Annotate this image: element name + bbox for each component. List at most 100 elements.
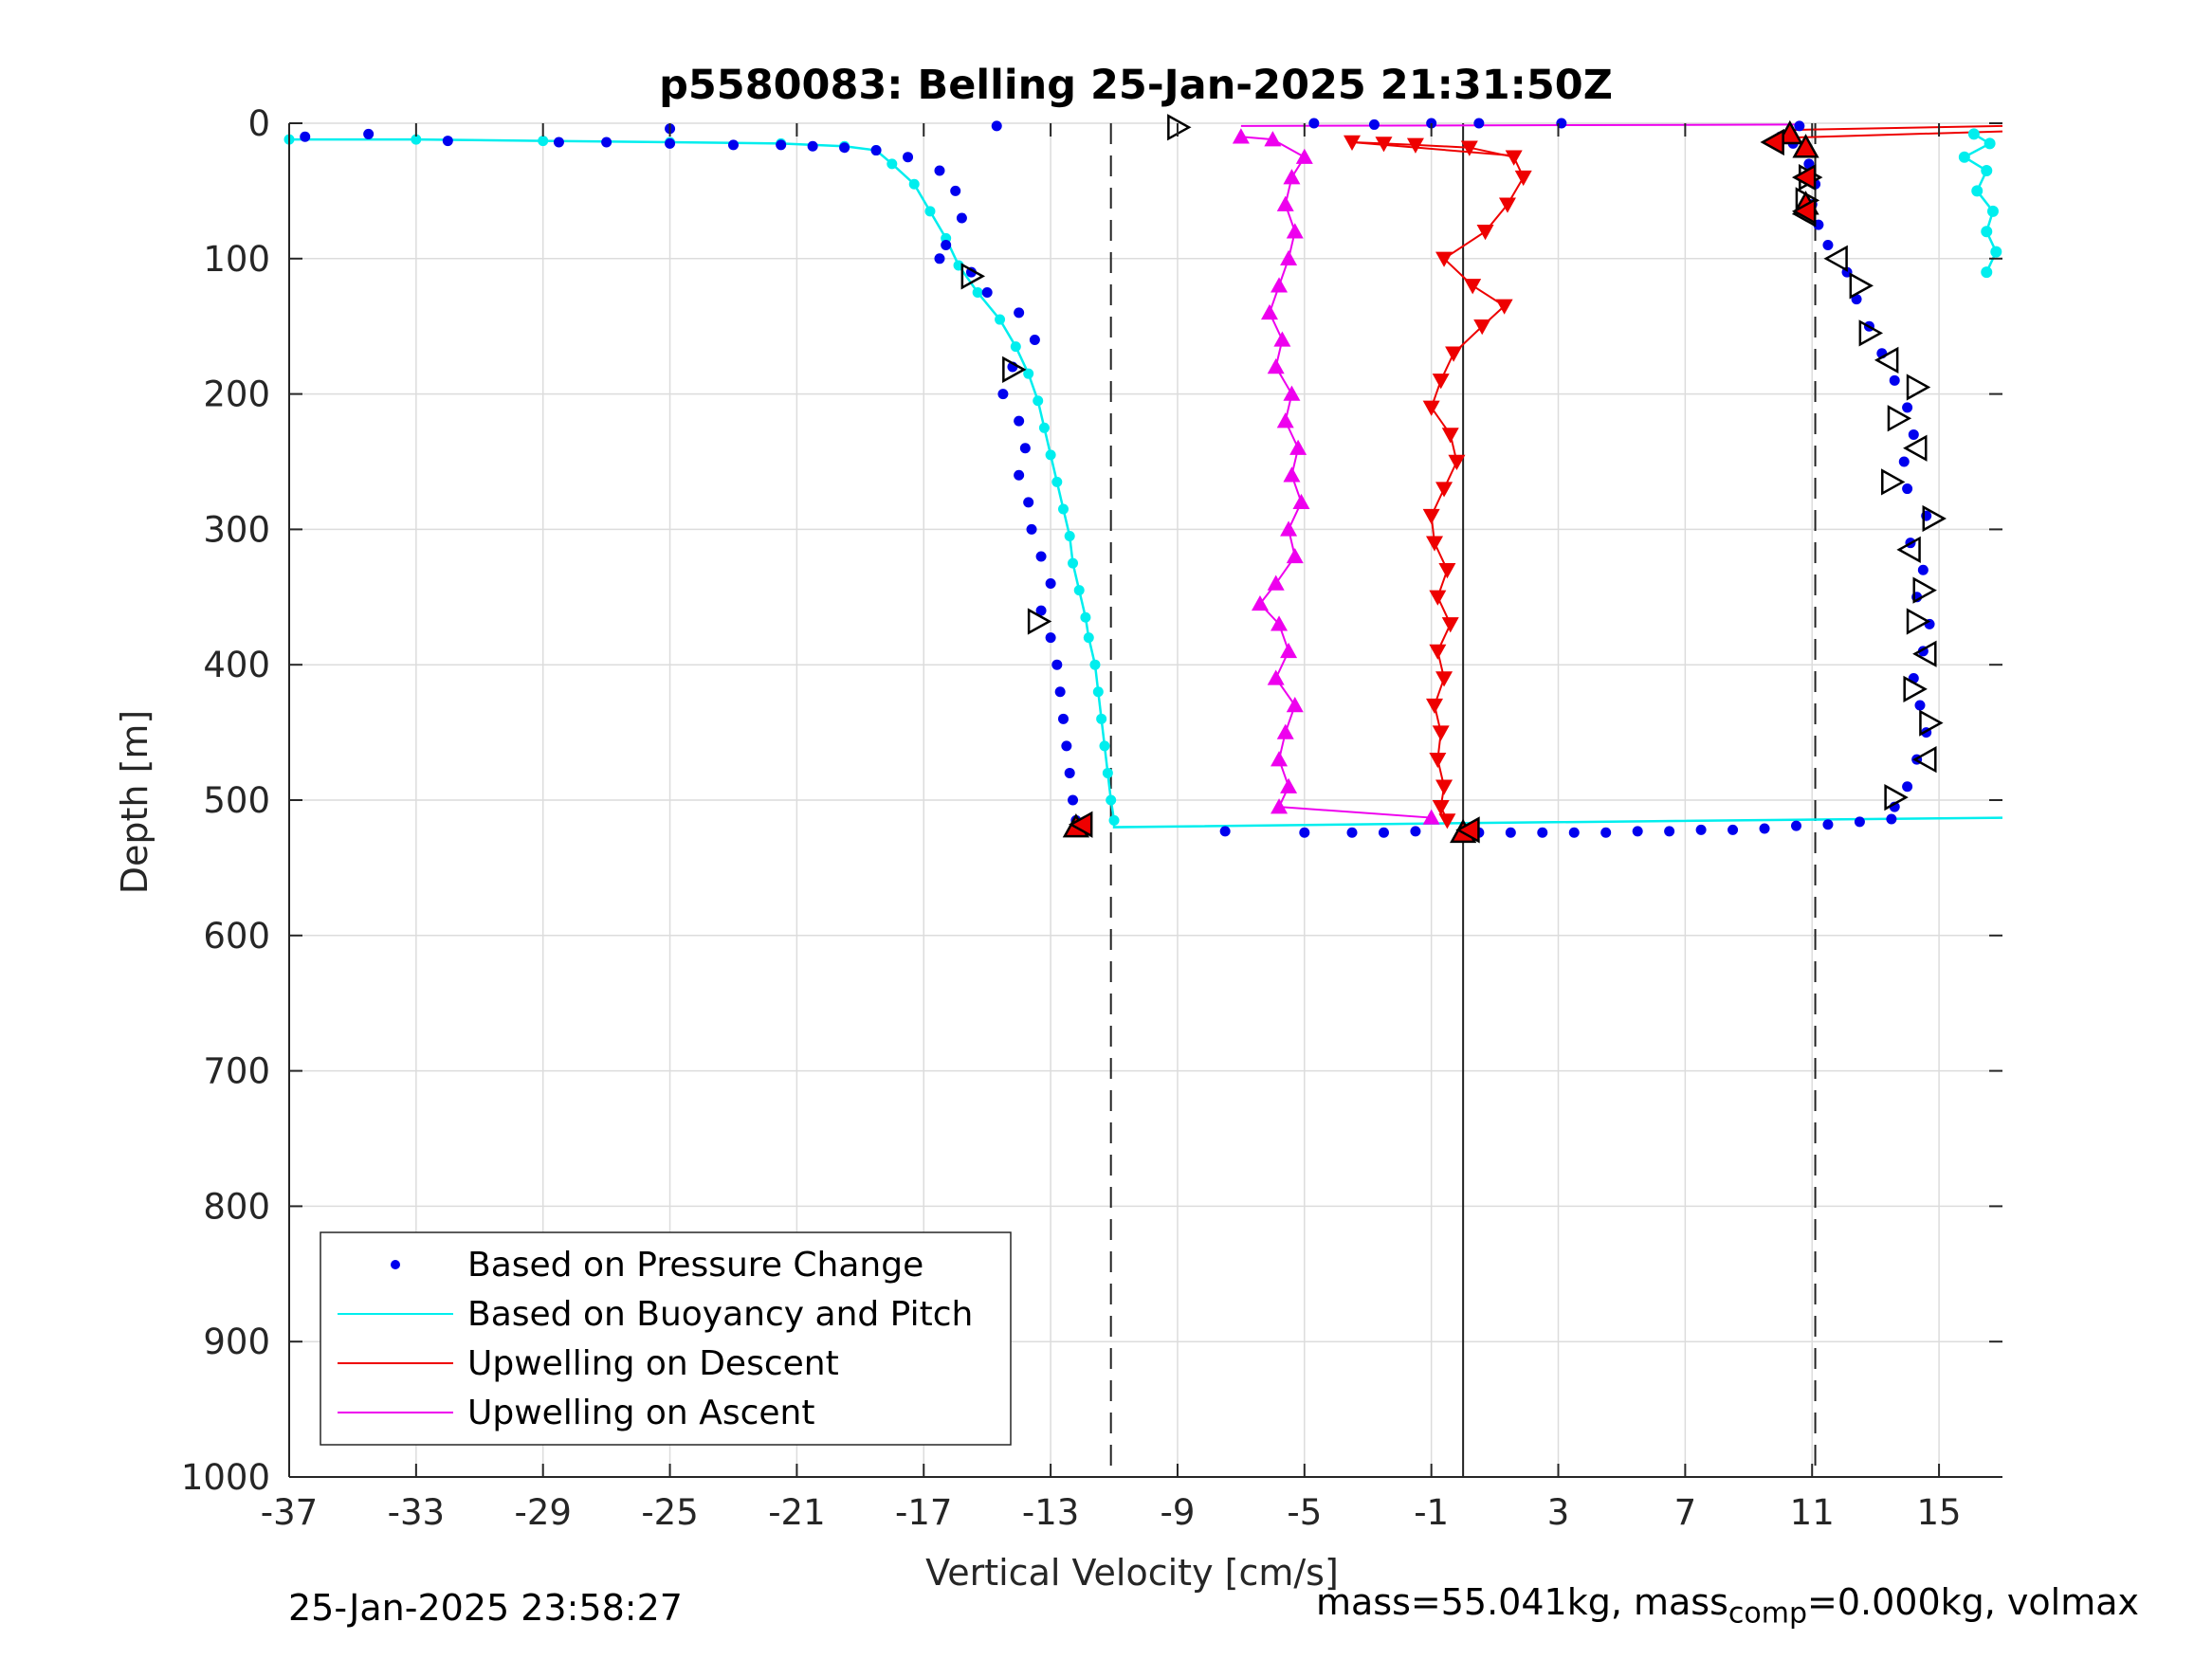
buoyancy-point <box>1102 767 1113 778</box>
y-tick-label: 100 <box>203 239 270 280</box>
upwelling-ascent-point <box>1283 466 1301 483</box>
pressure-point <box>1051 659 1063 670</box>
upwelling-descent-point <box>1464 279 1482 295</box>
upwelling-descent-point <box>1514 170 1532 187</box>
pressure-point <box>1014 469 1025 481</box>
pressure-point <box>1917 564 1929 575</box>
pressure-point <box>1889 374 1900 386</box>
pressure-point <box>1026 523 1037 535</box>
pressure-point <box>807 140 818 152</box>
upwelling-descent-point <box>1429 590 1447 606</box>
buoyancy-point <box>1068 557 1079 569</box>
open-triangle-marker <box>1919 709 1944 737</box>
turn-triangle-marker <box>1792 134 1819 158</box>
pressure-point <box>1902 483 1913 495</box>
upwelling-descent-point <box>1344 135 1362 151</box>
legend: Based on Pressure Change Based on Buoyanc… <box>320 1231 1012 1446</box>
upwelling-descent-point <box>1495 299 1513 315</box>
pressure-point <box>981 287 993 298</box>
upwelling-descent-point <box>1426 536 1444 552</box>
upwelling-ascent-point <box>1422 809 1440 825</box>
upwelling-ascent-point <box>1276 723 1294 739</box>
pressure-point <box>1822 819 1834 830</box>
upwelling-descent-point <box>1429 644 1447 660</box>
pressure-point <box>1914 700 1926 711</box>
y-tick-label: 500 <box>203 780 270 821</box>
pressure-point <box>950 185 961 196</box>
buoyancy-point <box>1990 246 2002 258</box>
buoyancy-point <box>1064 531 1075 542</box>
buoyancy-point <box>1108 814 1120 826</box>
upwelling-descent-point <box>1438 813 1456 830</box>
y-tick-label: 400 <box>203 645 270 685</box>
buoyancy-point <box>1089 659 1101 670</box>
pressure-point <box>665 137 676 149</box>
legend-label: Upwelling on Descent <box>467 1344 839 1383</box>
upwelling-ascent-point <box>1264 131 1282 147</box>
upwelling-ascent-point <box>1286 547 1304 564</box>
buoyancy-point <box>1038 422 1050 433</box>
upwelling-ascent-point <box>1280 777 1298 793</box>
buoyancy-point <box>1986 205 1999 217</box>
params-prefix: mass=55.041kg, mass <box>1316 1581 1728 1623</box>
upwelling-descent-point <box>1432 725 1450 741</box>
x-tick-label: 11 <box>1790 1492 1835 1533</box>
upwelling-ascent-point <box>1295 148 1313 164</box>
buoyancy-point <box>1106 794 1117 806</box>
open-triangle-marker <box>1906 608 1931 635</box>
open-triangle-marker <box>1903 675 1928 703</box>
buoyancy-point <box>1083 632 1094 644</box>
pressure-point <box>1410 826 1421 837</box>
upwelling-descent-point <box>1435 779 1453 795</box>
buoyancy-point <box>1981 266 1993 279</box>
surface-line <box>1774 130 2003 139</box>
x-tick-label: -29 <box>514 1492 571 1533</box>
upwelling-descent-point <box>1445 346 1463 362</box>
turn-triangle-marker <box>1791 197 1817 225</box>
pressure-point <box>1505 827 1516 838</box>
pressure-point <box>1064 767 1075 778</box>
pressure-point <box>1600 827 1612 838</box>
x-tick-label: 3 <box>1547 1492 1570 1533</box>
buoyancy-point <box>538 136 549 147</box>
upwelling-ascent-point <box>1283 169 1301 185</box>
pressure-point <box>934 253 945 264</box>
buoyancy-point <box>1051 476 1063 487</box>
pressure-point <box>1473 118 1485 129</box>
upwelling-descent-point <box>1435 251 1453 267</box>
params-suffix: =0.000kg, volmax <box>1807 1581 2140 1623</box>
open-triangle-marker <box>1903 434 1928 462</box>
upwelling-descent-point <box>1435 482 1453 498</box>
x-tick-label: -1 <box>1414 1492 1449 1533</box>
upwelling-descent-point <box>1460 140 1478 156</box>
pressure-point <box>1014 415 1025 427</box>
upwelling-descent-point <box>1375 137 1393 153</box>
buoyancy-point <box>1983 137 1996 150</box>
buoyancy-point <box>995 314 1006 325</box>
timestamp-footer: 25-Jan-2025 23:58:27 <box>288 1587 683 1629</box>
pressure-point <box>363 128 375 139</box>
pressure-point <box>1902 781 1913 793</box>
upwelling-descent-point <box>1473 319 1491 336</box>
pressure-point <box>1378 827 1389 838</box>
pressure-point <box>997 389 1009 400</box>
pressure-point <box>1299 827 1310 838</box>
buoyancy-point <box>1057 503 1069 515</box>
upwelling-ascent-point <box>1276 412 1294 428</box>
open-triangle-marker <box>1912 640 1937 667</box>
pressure-point <box>601 137 612 148</box>
pressure-point <box>1822 240 1834 251</box>
upwelling-ascent-point <box>1280 642 1298 659</box>
buoyancy-point <box>1958 151 1970 163</box>
upwelling-descent-point <box>1432 799 1450 816</box>
buoyancy-point <box>1096 713 1107 724</box>
upwelling-descent-point <box>1429 752 1447 769</box>
upwelling-descent-point <box>1505 150 1523 166</box>
x-axis-label: Vertical Velocity [cm/s] <box>925 1552 1339 1594</box>
pressure-point <box>1019 443 1031 454</box>
upwelling-ascent-point <box>1286 223 1304 239</box>
buoyancy-point <box>1010 341 1021 353</box>
open-triangle-marker <box>1874 346 1899 374</box>
pressure-point <box>1854 816 1865 828</box>
upwelling-ascent-point <box>1271 277 1289 293</box>
